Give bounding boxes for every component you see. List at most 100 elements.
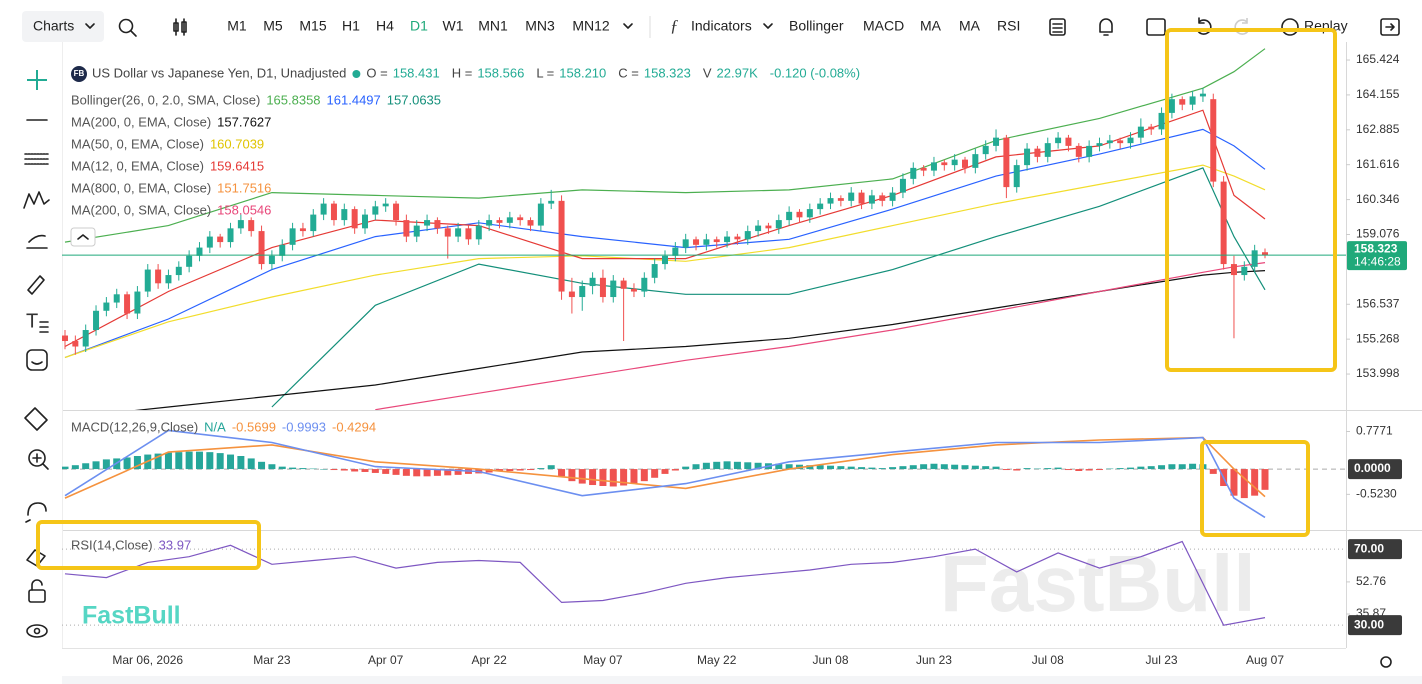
- y-tick-label: 165.424: [1356, 52, 1400, 66]
- crosshair-tool[interactable]: [27, 70, 47, 90]
- timeframe-button[interactable]: MN12: [572, 18, 610, 34]
- candle-body: [630, 288, 637, 292]
- candle-body: [1065, 137, 1072, 146]
- macd-histogram-bar: [237, 456, 245, 470]
- timeframe-button[interactable]: MN3: [525, 18, 555, 34]
- rsi-line: [64, 540, 1266, 626]
- macd-histogram-bar: [195, 451, 203, 470]
- macd-histogram-bar: [402, 469, 410, 476]
- last-price-label: 158.323: [1354, 241, 1398, 255]
- projection-tool[interactable]: [26, 234, 48, 249]
- lock-tool[interactable]: [28, 589, 46, 603]
- macd-histogram-bar: [630, 469, 638, 484]
- macd-histogram-bar: [1075, 469, 1083, 471]
- timeframe-button[interactable]: M15: [299, 18, 326, 34]
- macd-histogram-bar: [123, 457, 131, 470]
- macd-histogram-bar: [868, 467, 876, 470]
- charts-label[interactable]: Charts: [33, 18, 74, 34]
- macd-pane: [62, 429, 1346, 519]
- timeframe-button[interactable]: H4: [376, 18, 394, 34]
- macd-histogram-bar: [899, 466, 907, 470]
- redo-icon[interactable]: [1234, 18, 1249, 35]
- macd-histogram-bar: [320, 469, 328, 470]
- template-icon[interactable]: [1049, 18, 1066, 36]
- study-button[interactable]: RSI: [997, 18, 1020, 34]
- macd-histogram-bar: [920, 464, 928, 470]
- symbol-badge-text: FB: [74, 69, 85, 78]
- fib-tool[interactable]: [24, 153, 50, 165]
- ruler-tool[interactable]: [24, 407, 48, 431]
- x-tick-label: Apr 22: [471, 653, 507, 667]
- candle-body: [599, 277, 606, 298]
- timeframe-button[interactable]: MN1: [478, 18, 508, 34]
- timeframe-button[interactable]: M1: [227, 18, 247, 34]
- macd-histogram-bar: [744, 462, 752, 470]
- candle-body: [330, 203, 337, 221]
- study-button[interactable]: MA: [959, 18, 981, 34]
- candle-body: [1230, 264, 1237, 276]
- alert-icon[interactable]: [1099, 18, 1113, 36]
- charts-button[interactable]: [22, 11, 104, 42]
- macd-histogram-bar: [433, 469, 441, 476]
- candle-type-icon[interactable]: [173, 18, 187, 36]
- study-button[interactable]: MACD: [863, 18, 904, 34]
- timeframe-button[interactable]: M5: [263, 18, 283, 34]
- timeframe-button[interactable]: D1: [410, 18, 428, 34]
- scrollbar[interactable]: [62, 676, 1422, 684]
- indicators-button[interactable]: Indicators: [691, 18, 752, 34]
- text-tool[interactable]: T: [26, 310, 38, 332]
- macd-histogram-bar: [330, 469, 338, 471]
- candle-body: [724, 236, 731, 243]
- timeframe-button[interactable]: W1: [443, 18, 464, 34]
- x-tick-label: Apr 07: [368, 653, 404, 667]
- fx-icon[interactable]: ƒ: [670, 16, 679, 35]
- indicator-name: MA(50, 0, EMA, Close): [71, 136, 204, 151]
- study-button[interactable]: MA: [920, 18, 942, 34]
- replay-icon[interactable]: [1281, 18, 1299, 36]
- timeframe-button[interactable]: H1: [342, 18, 360, 34]
- candle-body: [113, 294, 120, 303]
- macd-histogram-bar: [185, 451, 193, 470]
- macd-histogram-bar: [1168, 464, 1176, 470]
- undo-icon[interactable]: [1197, 17, 1212, 35]
- eraser-tool[interactable]: [26, 549, 46, 567]
- macd-histogram-bar: [1158, 465, 1166, 470]
- settings-icon[interactable]: [1380, 656, 1392, 668]
- macd-histogram-bar: [723, 461, 731, 470]
- macd-histogram-bar: [620, 469, 628, 486]
- candle-body: [403, 220, 410, 237]
- lock-shackle: [31, 579, 43, 591]
- emoji-tool[interactable]: [26, 349, 48, 371]
- macd-histogram-bar: [351, 469, 359, 472]
- brush-tool[interactable]: [27, 275, 45, 295]
- macd-histogram-bar: [1189, 463, 1197, 470]
- macd-histogram-bar: [827, 465, 835, 470]
- legend-collapse[interactable]: [70, 227, 96, 247]
- visibility-tool[interactable]: [26, 624, 48, 638]
- ohlc-value: 158.431: [393, 65, 440, 80]
- fullscreen-icon[interactable]: [1380, 18, 1400, 36]
- macd-histogram-bar: [154, 453, 162, 470]
- search-icon[interactable]: [118, 18, 134, 34]
- candle-body: [848, 192, 855, 201]
- x-tick-label: Jul 23: [1146, 653, 1178, 667]
- macd-histogram-bar: [558, 469, 566, 477]
- tick-label-box: [1348, 539, 1402, 560]
- macd-histogram-bar: [837, 466, 845, 470]
- macd-histogram-bar: [671, 469, 679, 471]
- calendar-icon[interactable]: [1146, 18, 1166, 36]
- study-button[interactable]: Bollinger: [789, 18, 844, 34]
- zoom-tool[interactable]: [28, 449, 46, 467]
- candle-body: [589, 277, 596, 287]
- candle-body: [1220, 181, 1227, 265]
- magnet-tool[interactable]: [25, 502, 47, 523]
- macd-histogram-bar: [785, 464, 793, 470]
- macd-histogram-bar: [164, 452, 172, 470]
- pattern-tool[interactable]: [23, 191, 50, 209]
- indicator-value: 165.8358: [266, 92, 320, 107]
- indicator-line: [271, 167, 1266, 408]
- macd-histogram-bar: [71, 465, 79, 470]
- timeframe-more[interactable]: [623, 23, 633, 29]
- candle-body: [993, 137, 1000, 146]
